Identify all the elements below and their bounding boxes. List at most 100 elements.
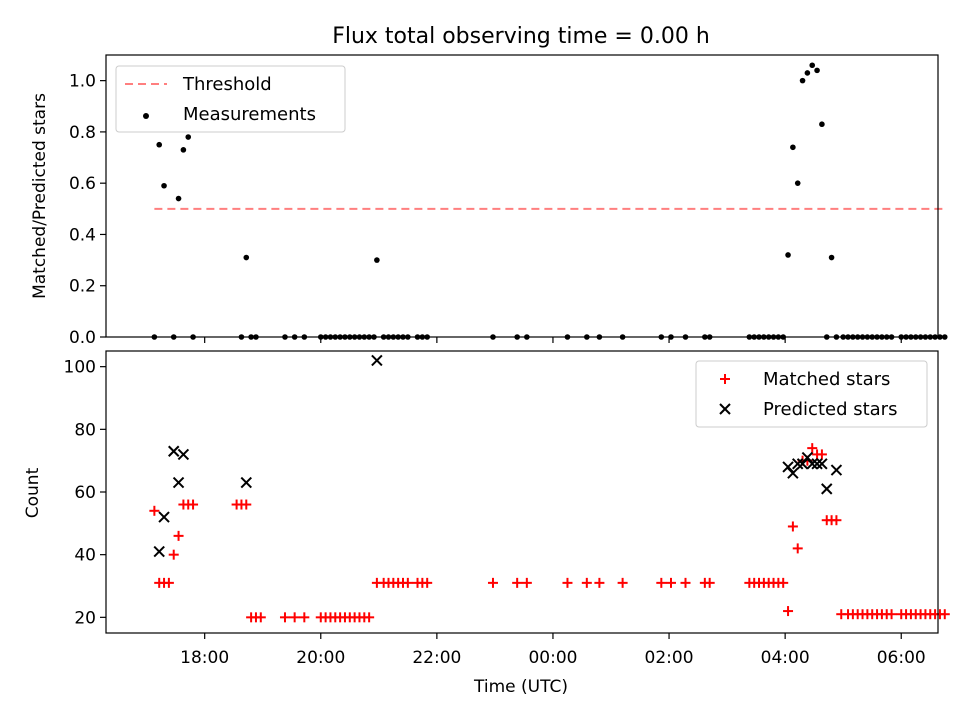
bottom-x-tick-label: 20:00	[296, 648, 345, 668]
legend-plus	[720, 374, 730, 384]
matched-point	[241, 499, 252, 510]
predicted-point-b	[782, 461, 794, 473]
matched-point	[188, 499, 199, 510]
top-y-tick-label: 0.6	[69, 174, 96, 194]
legend-cross-b	[719, 403, 731, 415]
bottom-plot-frame	[105, 350, 939, 634]
matched-point	[521, 577, 532, 588]
matched-point	[816, 449, 827, 460]
predicted-point	[240, 476, 252, 489]
matched-point	[289, 612, 300, 623]
matched-point	[163, 577, 174, 588]
top-y-tick-label: 0.8	[69, 123, 96, 143]
bottom-y-axis-label: Count	[23, 467, 43, 518]
predicted-point	[796, 458, 809, 470]
matched-point	[364, 612, 375, 623]
matched-point	[487, 577, 498, 588]
matched-point	[787, 521, 798, 532]
matched-point	[594, 577, 605, 588]
legend-measurements-label: Measurements	[183, 104, 316, 125]
x-axis-label: Time (UTC)	[473, 677, 568, 697]
predicted-point-b	[177, 448, 190, 461]
bottom-x-tick-label: 22:00	[412, 648, 461, 668]
measurement-point	[794, 180, 801, 186]
bottom-legend: Matched stars Predicted stars	[695, 360, 928, 428]
matched-point	[149, 505, 160, 516]
matched-point	[512, 577, 523, 588]
matched-point	[422, 577, 433, 588]
bottom-y-tick-label: 20	[74, 608, 96, 628]
measurement-point	[374, 257, 380, 263]
bottom-x-tick-label: 00:00	[528, 648, 577, 668]
predicted-point-b	[787, 467, 799, 479]
matched-point	[402, 577, 413, 588]
measurement-point	[799, 77, 806, 84]
bottom-y-tick-label: 100	[64, 358, 96, 378]
predicted-point-b	[796, 458, 809, 470]
bottom-y-tick-label: 80	[74, 420, 96, 440]
matched-point	[704, 577, 715, 588]
matched-stars-points	[149, 443, 950, 623]
measurement-point	[243, 254, 250, 261]
legend-predicted-label: Predicted stars	[763, 399, 897, 420]
predicted-point-b	[172, 476, 185, 489]
bottom-x-tick-label: 06:00	[877, 648, 926, 668]
measurement-point	[175, 195, 182, 202]
predicted-point-b	[801, 451, 814, 464]
chart-title: Flux total observing time = 0.00 h	[332, 24, 710, 49]
matched-point	[792, 543, 803, 554]
matched-point	[299, 612, 310, 623]
measurement-point	[828, 254, 835, 261]
predicted-point-b	[792, 458, 804, 470]
predicted-point-b	[153, 545, 165, 558]
top-plot-frame	[105, 54, 939, 338]
measurement-point	[790, 144, 796, 151]
matched-point	[656, 577, 667, 588]
predicted-point-b	[371, 354, 383, 367]
legend-measurements-swatch	[143, 113, 149, 119]
matched-point	[581, 577, 592, 588]
top-y-ticks: 0.0 0.2 0.4 0.6 0.8 1.0	[69, 72, 106, 348]
predicted-point	[153, 545, 165, 558]
matched-point	[255, 612, 266, 623]
predicted-point	[787, 467, 799, 479]
top-panel: Flux total observing time = 0.00 h 0.0 0.…	[30, 24, 948, 348]
legend-matched-swatch	[720, 374, 730, 384]
matched-point	[783, 606, 794, 617]
predicted-point-b	[158, 511, 170, 523]
matched-point	[168, 549, 179, 560]
top-y-tick-label: 1.0	[69, 72, 96, 92]
predicted-point-b	[806, 458, 818, 470]
legend-predicted-swatch	[719, 403, 731, 415]
measurement-point	[809, 62, 816, 69]
matched-point	[680, 577, 691, 588]
bottom-x-tick-label: 04:00	[761, 648, 810, 668]
bottom-legend-box	[695, 360, 928, 428]
predicted-point	[371, 354, 383, 367]
top-legend: Threshold Measurements	[115, 65, 346, 133]
measurement-point	[785, 252, 791, 258]
measurement-point	[814, 67, 820, 74]
predicted-point	[811, 458, 823, 470]
predicted-point-b	[811, 458, 823, 470]
matched-point	[886, 609, 897, 620]
matched-point	[831, 515, 842, 526]
predicted-point-b	[821, 483, 833, 495]
predicted-point	[177, 448, 190, 461]
bottom-x-ticks: 18:00 20:00 22:00 00:00 02:00 04:00 06:00	[180, 633, 926, 668]
predicted-point-b	[816, 458, 828, 470]
matched-point	[279, 612, 290, 623]
matched-point	[665, 577, 676, 588]
predicted-stars-points	[153, 354, 843, 558]
predicted-point-b	[240, 476, 252, 489]
top-y-tick-label: 0.0	[69, 328, 96, 348]
predicted-point-b	[168, 445, 180, 457]
bottom-y-tick-label: 60	[74, 483, 96, 503]
predicted-point	[816, 458, 828, 470]
top-x-ticks	[204, 337, 902, 343]
legend-threshold-label: Threshold	[182, 74, 272, 95]
top-legend-box	[115, 65, 346, 133]
bottom-x-tick-label: 02:00	[645, 648, 694, 668]
matched-point	[939, 609, 950, 620]
predicted-point	[830, 464, 843, 476]
